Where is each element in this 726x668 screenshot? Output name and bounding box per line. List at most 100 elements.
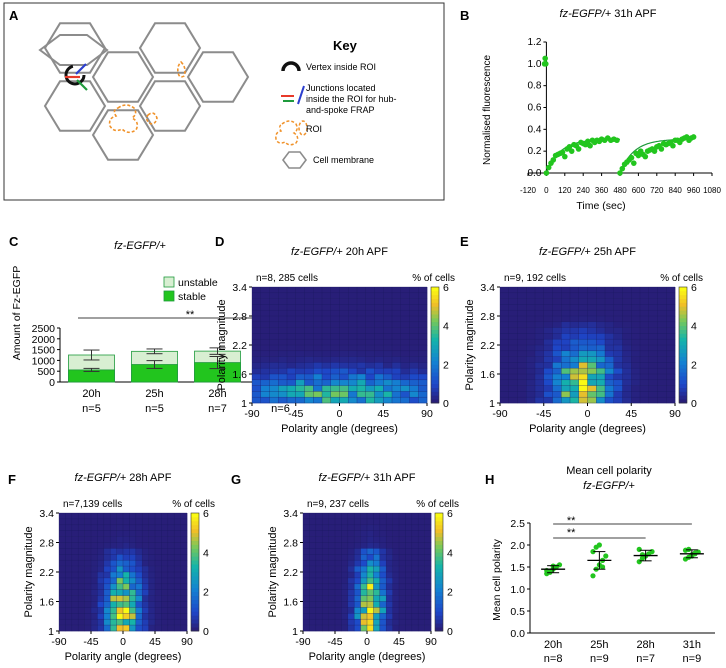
hm-cell xyxy=(260,304,270,311)
hm-n-label: n=7,139 cells xyxy=(63,499,122,510)
hm-cell xyxy=(252,379,262,386)
hm-cell xyxy=(84,595,92,602)
hm-cell xyxy=(97,589,105,596)
hm-cell xyxy=(666,287,676,294)
hm-cell xyxy=(110,548,117,555)
hm-title-rest: 28h APF xyxy=(126,472,172,484)
hm-cell xyxy=(97,619,105,626)
hm-cell xyxy=(142,530,149,537)
hm-cell xyxy=(142,613,149,620)
hm-cell xyxy=(367,572,374,579)
hm-cell xyxy=(303,589,310,596)
hm-cell xyxy=(110,577,117,585)
hm-cell xyxy=(578,379,588,386)
hm-cell xyxy=(335,536,342,543)
hm-cell xyxy=(570,379,580,386)
hm-cell xyxy=(578,287,588,294)
hm-cell xyxy=(640,287,650,294)
hm-cell xyxy=(383,356,393,363)
hm-cell xyxy=(339,321,349,328)
hm-cell xyxy=(605,339,615,346)
hm-cell xyxy=(309,625,317,632)
panel-b-xlabel: Time (sec) xyxy=(576,200,625,212)
hm-cell xyxy=(110,542,117,549)
hm-cell xyxy=(252,362,262,369)
hm-colorbar-segment xyxy=(191,579,199,585)
hm-cell xyxy=(357,350,367,357)
hm-cell xyxy=(167,524,175,531)
hm-cell xyxy=(65,566,73,573)
hm-cell xyxy=(148,518,156,526)
hm-ylabel: Polarity magnitude xyxy=(267,526,279,617)
hm-colorbar-segment xyxy=(191,591,199,596)
hm-cell xyxy=(613,292,623,299)
hm-cell xyxy=(418,385,428,392)
hm-cell xyxy=(269,362,279,369)
hm-cell xyxy=(65,518,73,526)
hm-cell xyxy=(174,601,181,608)
hm-cell xyxy=(174,530,181,537)
hm-cell xyxy=(392,327,402,334)
hm-cell xyxy=(59,554,66,561)
hm-cell xyxy=(309,577,317,585)
b-ytick-label: 0.2 xyxy=(527,146,541,157)
hm-cell xyxy=(278,397,288,404)
hm-cell xyxy=(631,292,641,299)
hm-cell xyxy=(383,345,393,352)
hm-cell xyxy=(561,379,571,386)
hm-cell xyxy=(65,589,73,596)
hm-xtick-label: 0 xyxy=(585,408,591,420)
hm-cell xyxy=(386,601,393,608)
hm-cell xyxy=(304,333,314,340)
hm-cell xyxy=(71,601,79,608)
hm-colorbar-segment xyxy=(431,360,439,365)
hm-cell xyxy=(613,350,623,357)
hm-cell xyxy=(587,379,597,386)
hm-cell xyxy=(367,583,374,590)
hm-cell xyxy=(123,513,130,520)
hm-cell xyxy=(424,548,432,555)
hm-cell xyxy=(379,583,387,590)
b-data-point xyxy=(617,170,623,176)
hm-cell xyxy=(526,368,536,375)
hm-cell xyxy=(269,304,279,311)
hm-cell xyxy=(374,379,384,386)
hm-cell xyxy=(392,339,402,346)
hm-cell xyxy=(405,530,413,537)
hm-cell xyxy=(103,601,111,608)
hm-cell xyxy=(303,577,310,585)
hm-cell xyxy=(535,362,545,369)
hm-cell xyxy=(640,391,650,398)
hm-cell xyxy=(155,619,162,626)
hm-cell xyxy=(383,316,393,323)
hm-cell xyxy=(365,368,375,375)
hm-cell xyxy=(341,560,349,567)
hm-cell xyxy=(622,350,632,357)
hm-cell xyxy=(341,601,349,608)
hm-cell xyxy=(348,333,358,340)
hm-cell xyxy=(180,583,188,590)
hm-colorbar-segment xyxy=(435,615,443,620)
hm-cell xyxy=(360,530,368,537)
hm-cell xyxy=(405,560,413,567)
hm-cell xyxy=(110,589,117,596)
hm-cell xyxy=(517,362,527,369)
hm-cell xyxy=(392,356,402,363)
hm-colorbar-tick: 4 xyxy=(691,321,697,333)
hm-cell xyxy=(526,385,536,392)
hm-cell xyxy=(373,524,381,531)
hm-cell xyxy=(341,536,349,543)
hm-ytick-label: 2.8 xyxy=(39,538,54,550)
hm-cell xyxy=(97,548,105,555)
hm-cell xyxy=(59,613,66,620)
hm-cell xyxy=(148,607,156,614)
hm-cell xyxy=(613,397,623,404)
hm-cell xyxy=(180,542,188,549)
hm-cell xyxy=(322,524,329,531)
hm-cell xyxy=(252,333,262,340)
hexagon-cell xyxy=(43,22,107,74)
hm-cell xyxy=(354,513,361,520)
hm-cell xyxy=(386,577,393,585)
hm-cell xyxy=(613,379,623,386)
hm-cell xyxy=(103,619,111,626)
